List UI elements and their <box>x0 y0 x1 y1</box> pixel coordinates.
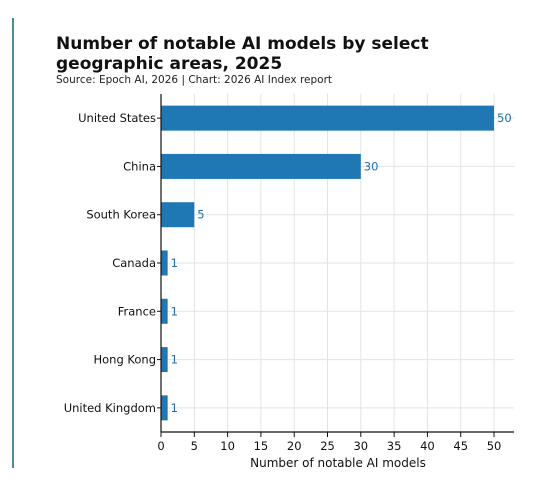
value-label: 50 <box>497 111 512 125</box>
bar <box>161 250 168 276</box>
bar <box>161 105 495 131</box>
bar <box>161 298 168 324</box>
value-label: 1 <box>171 353 178 367</box>
x-tick-label: 50 <box>487 439 502 453</box>
x-tick-label: 15 <box>254 439 269 453</box>
category-label: China <box>123 159 156 173</box>
x-tick-label: 30 <box>353 439 368 453</box>
x-axis-label: Number of notable AI models <box>250 456 426 470</box>
category-label: Canada <box>112 256 156 270</box>
x-tick-label: 40 <box>420 439 435 453</box>
x-tick-label: 10 <box>220 439 235 453</box>
bar <box>161 153 361 179</box>
value-label: 1 <box>171 401 178 415</box>
bar <box>161 347 168 373</box>
bars: 50 30 5 1 1 1 1 <box>161 105 512 421</box>
chart-title: Number of notable AI models by select ge… <box>56 34 429 74</box>
category-label: United Kingdom <box>64 401 156 415</box>
accent-rule <box>12 18 14 468</box>
x-tick-label: 0 <box>157 439 164 453</box>
x-tick-label: 25 <box>320 439 335 453</box>
chart-source: Source: Epoch AI, 2026 | Chart: 2026 AI … <box>56 74 333 86</box>
category-label: France <box>118 304 156 318</box>
grid-lines <box>161 94 514 432</box>
x-tick-label: 45 <box>453 439 468 453</box>
value-label: 1 <box>171 256 178 270</box>
value-label: 30 <box>364 159 379 173</box>
bar <box>161 202 195 228</box>
category-label: South Korea <box>86 208 156 222</box>
x-tick-label: 35 <box>387 439 402 453</box>
category-label: United States <box>78 111 156 125</box>
bar <box>161 395 168 421</box>
x-tick-label: 20 <box>287 439 302 453</box>
value-label: 5 <box>197 208 204 222</box>
x-tick-label: 5 <box>191 439 198 453</box>
category-label: Hong Kong <box>93 353 156 367</box>
value-label: 1 <box>171 304 178 318</box>
